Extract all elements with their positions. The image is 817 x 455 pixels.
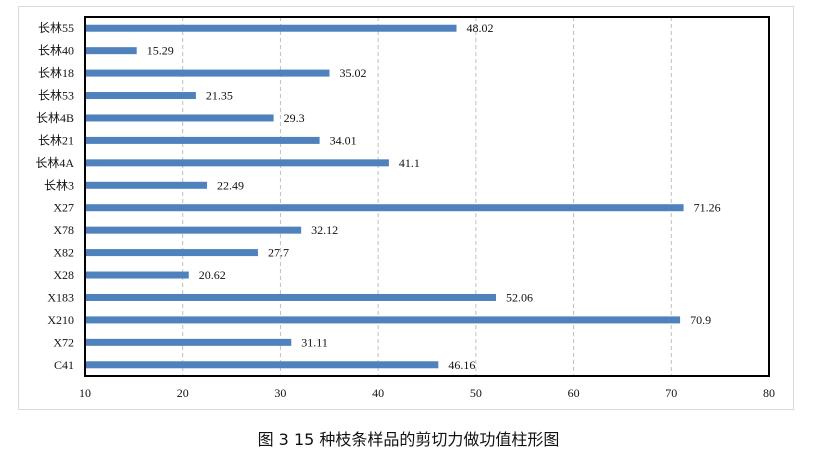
category-label: 长林53: [38, 89, 74, 103]
bar: [85, 271, 189, 279]
category-label: 长林40: [38, 44, 74, 58]
bars: [85, 24, 684, 369]
data-label: 48.02: [467, 21, 494, 35]
category-label: X210: [47, 313, 74, 327]
figure-caption: 图 3 15 种枝条样品的剪切力做功值柱形图: [257, 430, 560, 449]
x-tick-label: 10: [79, 386, 91, 400]
category-label: X28: [53, 268, 74, 282]
x-tick-label: 40: [372, 386, 384, 400]
bar-chart: 10 20 30 40 50 60 70 80 长林55 48.02 长林40 15.29 长林18 35…: [35, 16, 775, 400]
category-label: 长林4B: [36, 111, 74, 125]
category-label: X82: [53, 246, 74, 260]
bar: [85, 159, 389, 167]
bar: [85, 136, 320, 144]
bar: [85, 24, 457, 32]
data-label: 31.11: [301, 335, 328, 349]
gridlines: [182, 17, 672, 376]
data-label: 27.7: [268, 246, 289, 260]
category-label: X78: [53, 223, 74, 237]
data-label: 21.35: [206, 89, 233, 103]
category-label: 长林4A: [35, 156, 74, 170]
plot-area-border: [84, 16, 770, 377]
data-label: 34.01: [330, 133, 357, 147]
category-label: X183: [47, 290, 74, 304]
data-label: 15.29: [147, 44, 174, 58]
data-label: 32.12: [311, 223, 338, 237]
x-tick-label: 20: [177, 386, 189, 400]
data-label: 35.02: [339, 66, 366, 80]
data-label: 52.06: [506, 290, 533, 304]
category-label: 长林21: [38, 133, 74, 147]
category-label: X27: [53, 201, 74, 215]
category-label: C41: [54, 358, 74, 372]
bar: [85, 361, 439, 369]
x-tick-label: 80: [763, 386, 775, 400]
bar: [85, 249, 258, 257]
x-tick-label: 30: [274, 386, 286, 400]
bar: [85, 338, 292, 346]
bar: [85, 181, 208, 189]
data-label: 71.26: [694, 201, 721, 215]
category-label: 长林3: [44, 178, 74, 192]
bar: [85, 226, 302, 234]
data-label: 70.9: [690, 313, 711, 327]
x-tick-label: 70: [665, 386, 677, 400]
data-label: 22.49: [217, 178, 244, 192]
bar: [85, 293, 496, 301]
bar: [85, 114, 274, 122]
category-label: X72: [53, 335, 74, 349]
category-label: 长林55: [38, 21, 74, 35]
bar: [85, 316, 681, 324]
labels: 10 20 30 40 50 60 70 80 长林55 48.02 长林40 15.29 长林18 35…: [35, 21, 775, 400]
x-tick-label: 60: [568, 386, 580, 400]
data-label: 20.62: [199, 268, 226, 282]
bar: [85, 204, 684, 212]
bar: [85, 92, 196, 100]
data-label: 46.16: [448, 358, 475, 372]
data-label: 29.3: [284, 111, 305, 125]
category-label: 长林18: [38, 66, 74, 80]
bar: [85, 47, 137, 55]
x-tick-label: 50: [470, 386, 482, 400]
bar: [85, 69, 330, 77]
data-label: 41.1: [399, 156, 420, 170]
